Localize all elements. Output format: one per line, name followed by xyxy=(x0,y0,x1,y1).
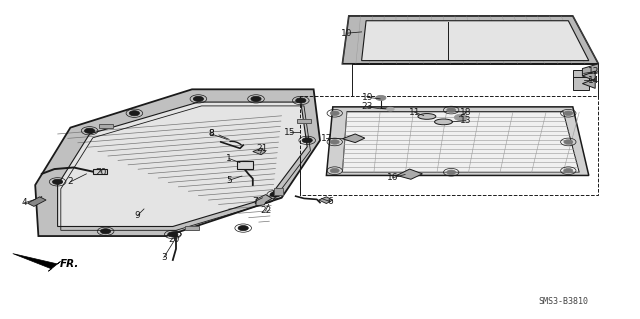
Bar xyxy=(185,226,199,230)
Text: 2: 2 xyxy=(68,177,73,186)
Bar xyxy=(99,124,113,128)
Circle shape xyxy=(564,140,573,144)
Polygon shape xyxy=(582,79,595,88)
Text: 19: 19 xyxy=(362,93,373,102)
Text: 17: 17 xyxy=(321,134,332,143)
Bar xyxy=(237,161,253,169)
Circle shape xyxy=(129,111,140,116)
Polygon shape xyxy=(397,169,422,179)
Text: 22: 22 xyxy=(260,206,271,215)
Bar xyxy=(274,188,283,195)
Polygon shape xyxy=(326,107,589,175)
Text: 15: 15 xyxy=(284,128,296,137)
Text: 9: 9 xyxy=(135,211,140,220)
Circle shape xyxy=(564,168,573,173)
Text: 14: 14 xyxy=(588,76,600,85)
Polygon shape xyxy=(573,77,589,90)
Text: 13: 13 xyxy=(460,116,472,125)
Circle shape xyxy=(330,168,339,173)
Circle shape xyxy=(270,192,280,197)
Circle shape xyxy=(330,111,339,115)
Polygon shape xyxy=(582,71,595,81)
Polygon shape xyxy=(35,89,320,236)
Polygon shape xyxy=(256,195,272,206)
Polygon shape xyxy=(319,197,333,204)
Polygon shape xyxy=(58,102,307,226)
Bar xyxy=(297,119,311,123)
Text: 16: 16 xyxy=(387,173,399,182)
Ellipse shape xyxy=(418,114,436,119)
Text: SMS3-B3810: SMS3-B3810 xyxy=(538,297,588,306)
Circle shape xyxy=(564,111,573,115)
Circle shape xyxy=(251,96,261,101)
Polygon shape xyxy=(582,64,598,76)
Circle shape xyxy=(387,107,394,111)
Polygon shape xyxy=(573,70,589,82)
Circle shape xyxy=(302,138,312,143)
Text: 10: 10 xyxy=(341,29,353,38)
Text: 21: 21 xyxy=(257,144,268,153)
Text: 11: 11 xyxy=(409,108,420,117)
Text: 8: 8 xyxy=(209,130,214,138)
Circle shape xyxy=(296,98,306,103)
Circle shape xyxy=(447,108,456,112)
Circle shape xyxy=(238,226,248,231)
Circle shape xyxy=(168,232,178,237)
Text: 18: 18 xyxy=(460,108,472,117)
Polygon shape xyxy=(342,134,365,143)
Circle shape xyxy=(100,229,111,234)
Text: 8: 8 xyxy=(209,130,214,138)
Polygon shape xyxy=(28,197,46,206)
Text: 12: 12 xyxy=(588,67,600,76)
Text: FR.: FR. xyxy=(60,259,79,269)
Polygon shape xyxy=(342,112,579,172)
Circle shape xyxy=(193,96,204,101)
Circle shape xyxy=(330,140,339,144)
Polygon shape xyxy=(362,21,589,61)
Bar xyxy=(93,169,107,174)
Polygon shape xyxy=(342,16,598,64)
Ellipse shape xyxy=(435,119,452,125)
Polygon shape xyxy=(253,148,266,155)
Text: 6: 6 xyxy=(328,197,333,206)
Text: 7: 7 xyxy=(252,197,257,206)
Circle shape xyxy=(454,114,467,121)
Circle shape xyxy=(376,95,386,100)
Circle shape xyxy=(447,170,456,174)
Polygon shape xyxy=(13,254,60,271)
Text: 23: 23 xyxy=(362,102,373,111)
Text: 5: 5 xyxy=(227,176,232,185)
Circle shape xyxy=(52,179,63,184)
Text: 20: 20 xyxy=(95,168,107,177)
Circle shape xyxy=(84,128,95,133)
Text: 1: 1 xyxy=(227,154,232,163)
Text: 20: 20 xyxy=(168,235,180,244)
Text: 4: 4 xyxy=(22,198,27,207)
Text: 3: 3 xyxy=(161,253,166,262)
